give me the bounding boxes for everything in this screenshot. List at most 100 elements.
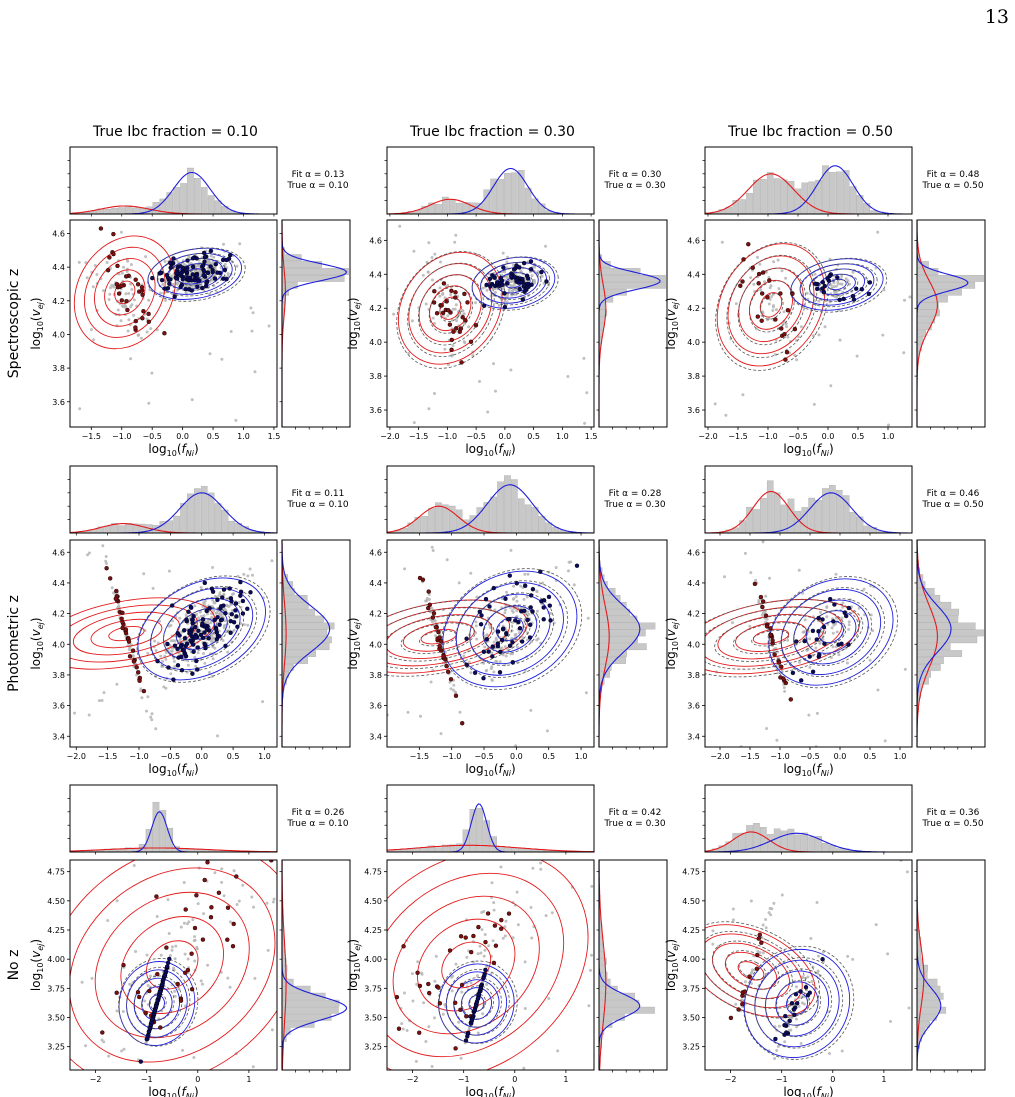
ibc-point xyxy=(782,332,787,337)
sample-point xyxy=(480,928,484,932)
ii-point xyxy=(528,605,533,610)
sample-point xyxy=(874,923,878,927)
sample-point xyxy=(212,255,216,259)
sample-point xyxy=(526,610,530,614)
ii-point xyxy=(841,296,846,302)
sample-point xyxy=(173,994,177,998)
sample-point xyxy=(246,574,250,578)
sample-point xyxy=(164,657,168,661)
sample-point xyxy=(115,682,119,686)
scatter-plot-area xyxy=(387,860,594,1070)
y-tick-label: 3.4 xyxy=(369,732,382,741)
sample-point xyxy=(490,678,494,682)
ibc-point xyxy=(444,663,449,669)
ii-point xyxy=(169,603,175,608)
x-tick-label: 0.0 xyxy=(834,752,847,761)
ii-point xyxy=(168,277,173,282)
true-contour xyxy=(790,257,888,313)
sample-point xyxy=(270,559,274,563)
ibc-point xyxy=(463,935,468,940)
sample-point xyxy=(184,291,188,295)
ibc-point xyxy=(439,303,444,308)
histogram-bar xyxy=(118,525,125,534)
sample-point xyxy=(500,597,504,601)
ibc-point xyxy=(440,310,446,316)
sample-point xyxy=(213,601,217,605)
sample-point xyxy=(122,265,126,269)
histogram-bar xyxy=(104,208,111,215)
sample-point xyxy=(443,1003,447,1007)
sample-point xyxy=(534,271,538,275)
ii-point xyxy=(210,269,216,275)
ii-point xyxy=(167,956,172,962)
sample-point xyxy=(512,584,516,588)
sample-point xyxy=(102,691,106,695)
sample-point xyxy=(768,297,772,301)
ibc-point xyxy=(763,613,769,618)
sample-point xyxy=(526,572,530,576)
marginal-x-histogram xyxy=(67,146,278,217)
sample-point xyxy=(192,939,196,943)
sample-point xyxy=(801,975,805,979)
histogram-bar xyxy=(766,172,774,215)
sample-point xyxy=(443,296,447,300)
marginal-y-histogram xyxy=(596,859,668,1073)
true-contour xyxy=(455,580,569,678)
histogram-bar xyxy=(435,204,442,215)
sample-point xyxy=(771,305,775,309)
ii-point xyxy=(484,282,489,288)
sample-point xyxy=(590,953,593,957)
sample-point xyxy=(782,686,786,690)
ibc-point xyxy=(483,939,488,945)
sample-point xyxy=(749,899,753,903)
sample-point xyxy=(511,936,515,940)
sample-point xyxy=(122,1047,126,1051)
sample-point xyxy=(106,919,110,922)
sample-point xyxy=(785,325,789,329)
sample-point xyxy=(833,294,837,298)
sample-point xyxy=(504,919,508,923)
ii-point xyxy=(190,671,195,676)
y-tick-label: 4.0 xyxy=(52,330,65,339)
sample-point xyxy=(179,637,182,641)
histogram-bar xyxy=(835,171,843,215)
ii-point xyxy=(495,629,501,634)
x-tick-label: 0.5 xyxy=(227,752,240,761)
sample-point xyxy=(121,1010,125,1013)
fit-contour xyxy=(387,872,565,1058)
sample-point xyxy=(220,357,224,361)
ii-point xyxy=(820,617,825,622)
sample-point xyxy=(226,272,230,276)
histogram-bar xyxy=(766,480,774,534)
histogram-bar xyxy=(773,828,781,853)
x-axis-label: log10(fNi) xyxy=(465,442,515,458)
sample-point xyxy=(523,572,527,576)
axes-frame xyxy=(69,539,278,748)
sample-point xyxy=(784,276,788,280)
sample-point xyxy=(731,621,734,625)
ii-point xyxy=(213,262,219,267)
axes-frame xyxy=(916,859,986,1071)
ii-point xyxy=(773,1036,778,1042)
ii-point xyxy=(203,645,208,651)
sample-point xyxy=(776,258,780,262)
histogram-bar xyxy=(815,499,822,534)
ii-point xyxy=(219,617,225,622)
ibc-point xyxy=(469,949,474,955)
marginal-x-histogram xyxy=(67,465,278,536)
sample-point xyxy=(805,291,809,295)
true-contour xyxy=(767,576,898,689)
y-axis-label: log10(vej) xyxy=(346,939,362,991)
ii-point xyxy=(517,286,522,292)
histogram-bar xyxy=(281,999,340,1007)
true-contour xyxy=(751,630,790,647)
histogram-bar xyxy=(916,330,927,337)
ii-point xyxy=(548,618,553,623)
ibc-point xyxy=(133,325,138,330)
sample-point xyxy=(507,290,511,294)
sample-point xyxy=(807,713,811,717)
ii-point xyxy=(828,596,833,602)
sample-point xyxy=(429,680,433,684)
axes-frame xyxy=(704,784,913,853)
sample-point xyxy=(759,288,763,292)
